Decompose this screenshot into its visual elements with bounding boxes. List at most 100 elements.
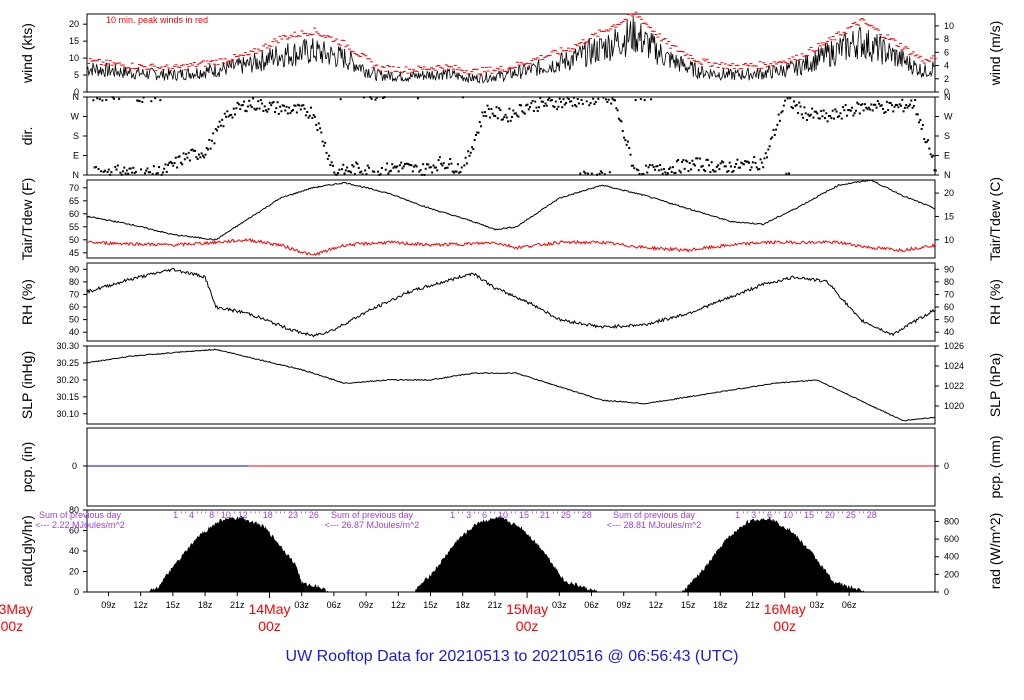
dir-point bbox=[629, 153, 632, 156]
wind-ylabel: wind (kts) bbox=[19, 23, 35, 84]
dir-point bbox=[462, 96, 465, 99]
dir-point bbox=[880, 104, 883, 107]
dir-point bbox=[780, 111, 783, 114]
dir-point bbox=[764, 152, 767, 155]
dir-point bbox=[349, 171, 352, 174]
dir-point bbox=[642, 172, 645, 175]
dir-point bbox=[902, 110, 905, 113]
temp-ylabel: Tair/Tdew (F) bbox=[19, 178, 35, 260]
dir-point bbox=[460, 166, 463, 169]
dir-point bbox=[454, 170, 457, 173]
dir-point bbox=[781, 110, 784, 113]
dir-point bbox=[164, 163, 167, 166]
dir-point bbox=[835, 110, 838, 113]
dir-point bbox=[548, 97, 551, 100]
dir-point bbox=[160, 173, 163, 176]
temp-ytick-label: 60 bbox=[69, 209, 79, 219]
dir-point bbox=[701, 164, 704, 167]
dir-point bbox=[253, 107, 256, 110]
rh-ylabel: RH (%) bbox=[19, 279, 35, 325]
dir-point bbox=[620, 120, 623, 123]
rh-ylabel-right: RH (%) bbox=[987, 279, 1003, 325]
dir-point bbox=[852, 114, 855, 117]
dir-point bbox=[558, 97, 561, 100]
dir-point bbox=[438, 156, 441, 159]
rad-ylabel-right: rad (W/m^2) bbox=[987, 513, 1003, 590]
dir-point bbox=[199, 156, 202, 159]
dir-point bbox=[598, 172, 601, 175]
dir-point bbox=[617, 117, 620, 120]
dir-point bbox=[101, 99, 104, 102]
wind-frame bbox=[86, 13, 936, 93]
dir-point bbox=[934, 169, 937, 172]
dir-point bbox=[303, 107, 306, 110]
rad-note-hours: 1 ' ' 4 ' ' ' 8 ' 10 ' 12 ' ' ' 18 ' ' '… bbox=[173, 510, 319, 520]
dir-point bbox=[397, 170, 400, 173]
dir-point bbox=[154, 97, 157, 100]
slp-series-line bbox=[86, 348, 936, 422]
rad-note-title: Sum of previous day bbox=[613, 510, 696, 520]
dir-point bbox=[554, 100, 557, 103]
dir-point bbox=[174, 156, 177, 159]
dir-point bbox=[790, 106, 793, 109]
dir-point bbox=[100, 170, 103, 173]
dir-point bbox=[661, 172, 664, 175]
dir-point bbox=[482, 114, 485, 117]
dir-point bbox=[285, 105, 288, 108]
dir-point bbox=[200, 152, 203, 155]
dir-point bbox=[505, 116, 508, 119]
dir-point bbox=[525, 104, 528, 107]
rad-ytick-label-right: 800 bbox=[944, 516, 959, 526]
dir-point bbox=[772, 128, 775, 131]
dir-point bbox=[112, 97, 115, 100]
wind-ytick-label: 10 bbox=[69, 53, 79, 63]
dir-point bbox=[252, 97, 255, 100]
dir-point bbox=[824, 117, 827, 120]
dir-point bbox=[217, 125, 220, 128]
dir-point bbox=[857, 103, 860, 106]
rad-ytick-label: 60 bbox=[69, 526, 79, 536]
dir-point bbox=[903, 106, 906, 109]
dir-point bbox=[638, 173, 641, 176]
dir-point bbox=[869, 108, 872, 111]
dir-point bbox=[187, 151, 190, 154]
dir-point bbox=[440, 162, 443, 165]
dir-point bbox=[933, 169, 936, 172]
rh-ytick-label: 60 bbox=[69, 302, 79, 312]
dir-point bbox=[159, 99, 162, 102]
dir-point bbox=[446, 166, 449, 169]
dir-point bbox=[637, 169, 640, 172]
dir-point bbox=[407, 163, 410, 166]
dir-point bbox=[527, 108, 530, 111]
date-label: 16May bbox=[764, 601, 806, 617]
dir-point bbox=[133, 172, 136, 175]
dir-point bbox=[228, 114, 231, 117]
dir-point bbox=[552, 105, 555, 108]
dir-point bbox=[722, 161, 725, 164]
dir-point bbox=[687, 170, 690, 173]
dir-point bbox=[890, 104, 893, 107]
dir-point bbox=[388, 170, 391, 173]
dir-point bbox=[610, 102, 613, 105]
dir-point bbox=[335, 173, 338, 176]
dir-point bbox=[167, 164, 170, 167]
rad-ytick-label: 20 bbox=[69, 567, 79, 577]
dir-point bbox=[186, 156, 189, 159]
dir-point bbox=[455, 170, 458, 173]
dir-point bbox=[205, 147, 208, 150]
dir-point bbox=[793, 100, 796, 103]
dir-point bbox=[853, 112, 856, 115]
pcp-frame bbox=[86, 427, 936, 507]
dir-point bbox=[708, 164, 711, 167]
x-tick-label: 15z bbox=[166, 600, 181, 610]
dir-point bbox=[611, 97, 614, 100]
dir-point bbox=[192, 149, 195, 152]
dir-point bbox=[116, 164, 119, 167]
dir-ytick-label-right: E bbox=[944, 151, 950, 161]
dir-point bbox=[365, 173, 368, 176]
dir-point bbox=[695, 157, 698, 160]
dir-point bbox=[738, 166, 741, 169]
dir-point bbox=[442, 162, 445, 165]
dir-point bbox=[718, 168, 721, 171]
dir-point bbox=[333, 171, 336, 174]
